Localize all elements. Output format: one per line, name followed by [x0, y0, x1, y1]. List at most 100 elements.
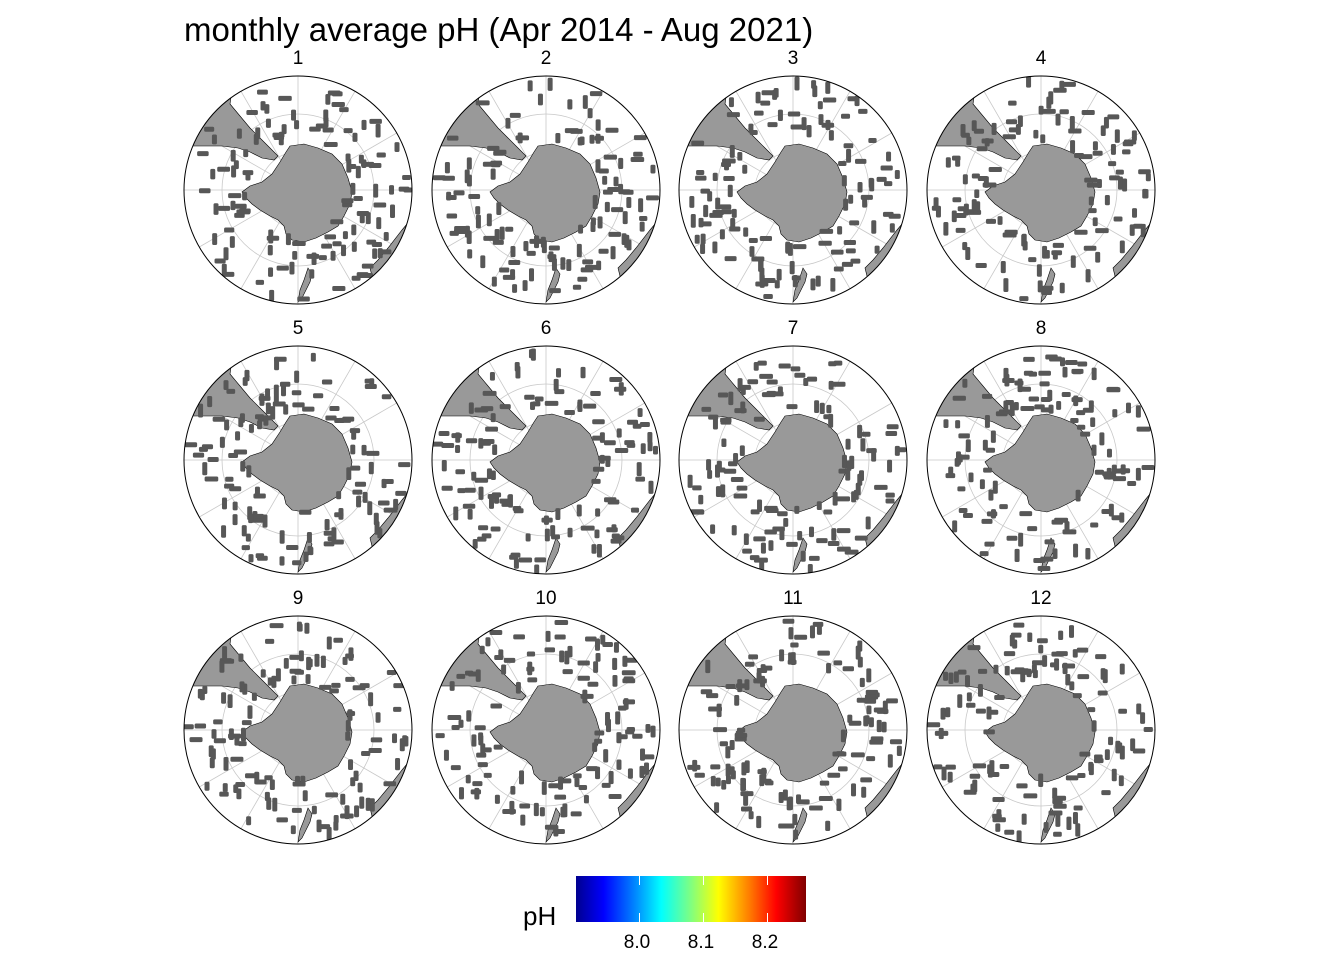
observation-marker — [435, 733, 445, 739]
observation-marker — [1088, 400, 1094, 410]
observation-marker — [329, 688, 339, 694]
observation-marker — [1040, 556, 1054, 562]
observation-marker — [580, 366, 586, 379]
observation-marker — [274, 356, 280, 371]
observation-marker — [253, 493, 266, 499]
land-australia — [1096, 619, 1114, 631]
observation-marker — [572, 284, 582, 290]
observation-marker — [1095, 251, 1101, 263]
observation-marker — [873, 707, 885, 713]
observation-marker — [354, 805, 360, 818]
observation-marker — [292, 402, 305, 408]
observation-marker — [1036, 264, 1042, 277]
observation-marker — [483, 235, 498, 241]
observation-marker — [1108, 161, 1117, 167]
observation-marker — [793, 829, 799, 840]
observation-marker — [377, 500, 390, 506]
land-antarctica — [984, 143, 1096, 243]
observation-marker — [547, 77, 553, 91]
observation-marker — [555, 508, 561, 521]
legend-tick-label-8-2: 8.2 — [751, 932, 779, 953]
observation-marker — [510, 245, 516, 258]
observation-marker — [468, 671, 478, 677]
observation-marker — [265, 638, 275, 644]
observation-marker — [499, 226, 505, 240]
observation-marker — [729, 740, 735, 750]
observation-marker — [848, 194, 854, 204]
observation-marker — [734, 408, 747, 414]
observation-marker — [512, 284, 518, 293]
observation-marker — [648, 480, 654, 494]
observation-marker — [548, 245, 560, 251]
observation-marker — [526, 651, 536, 657]
map-frame — [678, 345, 908, 575]
observation-marker — [313, 393, 324, 399]
observation-marker — [735, 683, 749, 689]
observation-marker — [368, 748, 382, 754]
observation-marker — [356, 211, 370, 217]
observation-marker — [1059, 109, 1069, 115]
observation-marker — [266, 797, 272, 810]
observation-marker — [480, 406, 494, 412]
observation-marker — [1004, 229, 1018, 235]
observation-marker — [449, 681, 455, 691]
observation-marker — [585, 636, 597, 642]
observation-marker — [253, 513, 264, 519]
observation-marker — [1041, 290, 1052, 296]
observation-marker — [650, 725, 656, 738]
observation-marker — [537, 93, 543, 106]
observation-marker — [863, 715, 869, 727]
observation-marker — [357, 782, 363, 793]
observation-marker — [639, 221, 645, 232]
observation-marker — [855, 158, 867, 164]
observation-marker — [432, 441, 444, 447]
observation-marker — [351, 224, 357, 236]
observation-marker — [207, 395, 213, 408]
observation-marker — [814, 400, 820, 414]
observation-marker — [782, 618, 795, 624]
observation-marker — [966, 692, 972, 702]
observation-marker — [393, 498, 399, 511]
observation-marker — [887, 459, 893, 473]
observation-marker — [1138, 169, 1151, 175]
observation-marker — [860, 438, 866, 452]
observation-marker — [975, 262, 987, 268]
observation-marker — [794, 372, 806, 378]
observation-marker — [986, 511, 998, 517]
observation-marker — [365, 797, 371, 811]
observation-marker — [860, 777, 873, 783]
observation-marker — [1014, 548, 1020, 563]
observation-marker — [223, 380, 229, 391]
observation-marker — [712, 241, 718, 254]
observation-marker — [825, 820, 831, 831]
colorbar-legend: pH 8.0 8.1 8.2 — [520, 870, 820, 960]
observation-marker — [743, 792, 749, 806]
land-new-zealand — [297, 807, 313, 843]
observation-marker — [376, 217, 382, 230]
observation-marker — [518, 557, 533, 563]
observation-marker — [519, 803, 531, 809]
land-australia — [601, 619, 619, 631]
observation-marker — [223, 247, 229, 261]
observation-marker — [520, 814, 526, 826]
observation-marker — [940, 707, 946, 720]
observation-marker — [828, 413, 834, 428]
observation-marker — [486, 468, 492, 480]
observation-marker — [442, 175, 455, 181]
observation-marker — [753, 536, 766, 542]
observation-marker — [1037, 638, 1048, 644]
observation-marker — [226, 388, 236, 394]
observation-marker — [336, 491, 342, 500]
observation-marker — [544, 400, 559, 406]
observation-marker — [1106, 448, 1112, 458]
observation-marker — [580, 267, 594, 273]
observation-marker — [351, 429, 357, 440]
observation-marker — [776, 268, 782, 281]
map-frame — [678, 615, 908, 845]
observation-marker — [489, 372, 495, 381]
observation-marker — [749, 130, 758, 136]
map-frame — [678, 75, 908, 305]
observation-marker — [325, 415, 337, 421]
observation-marker — [851, 783, 857, 797]
observation-marker — [725, 746, 731, 759]
